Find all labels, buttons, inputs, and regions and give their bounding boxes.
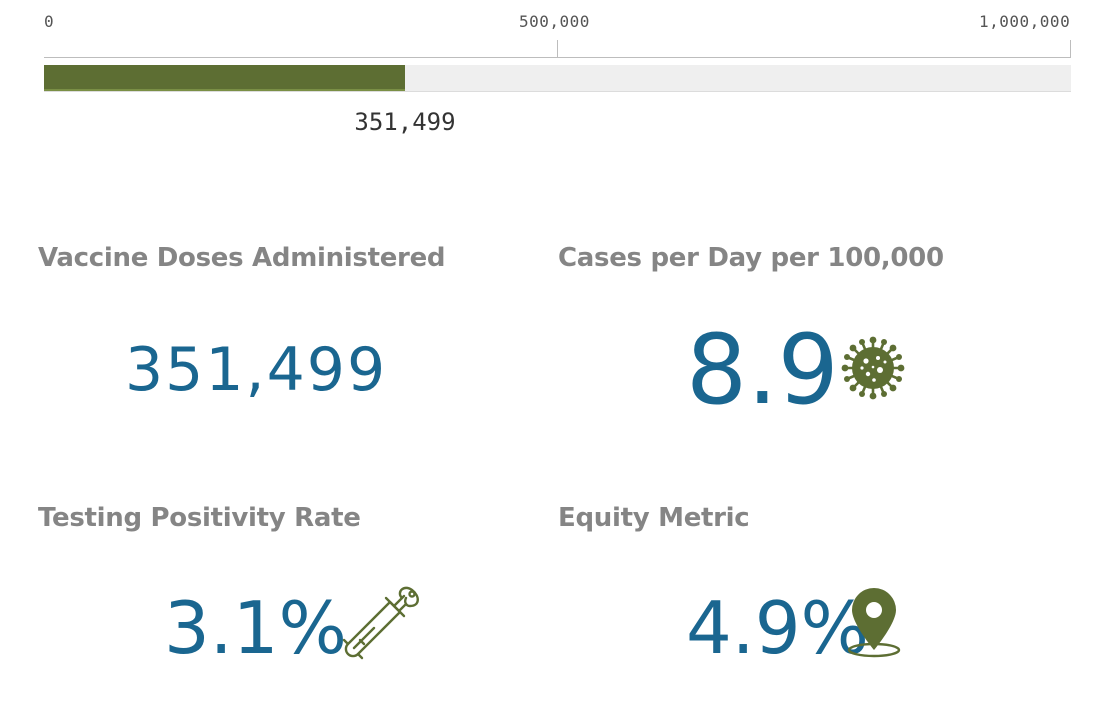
progress-bar-track — [44, 65, 1071, 92]
axis-line — [44, 57, 1071, 58]
progress-bar-fill — [44, 65, 405, 91]
kpi-value: 3.1% — [164, 586, 347, 670]
kpi-value: 351,499 — [125, 335, 388, 405]
axis-tick-label-0: 0 — [44, 12, 55, 31]
kpi-title: Cases per Day per 100,000 — [558, 243, 944, 273]
axis-tick-label-500000: 500,000 — [519, 12, 590, 31]
kpi-value: 4.9% — [686, 586, 869, 670]
axis-tick-mark — [1070, 40, 1071, 58]
progress-bar-value-label: 351,499 — [354, 108, 456, 136]
axis-tick-mark — [557, 40, 558, 58]
axis-tick-label-1000000: 1,000,000 — [979, 12, 1071, 31]
kpi-title: Vaccine Doses Administered — [38, 243, 446, 273]
kpi-title: Equity Metric — [558, 503, 750, 533]
map-pin-icon — [847, 588, 901, 658]
test-tube-icon — [342, 586, 419, 660]
kpi-title: Testing Positivity Rate — [38, 503, 361, 533]
kpi-value: 8.9 — [686, 314, 839, 426]
virus-icon — [841, 336, 905, 400]
